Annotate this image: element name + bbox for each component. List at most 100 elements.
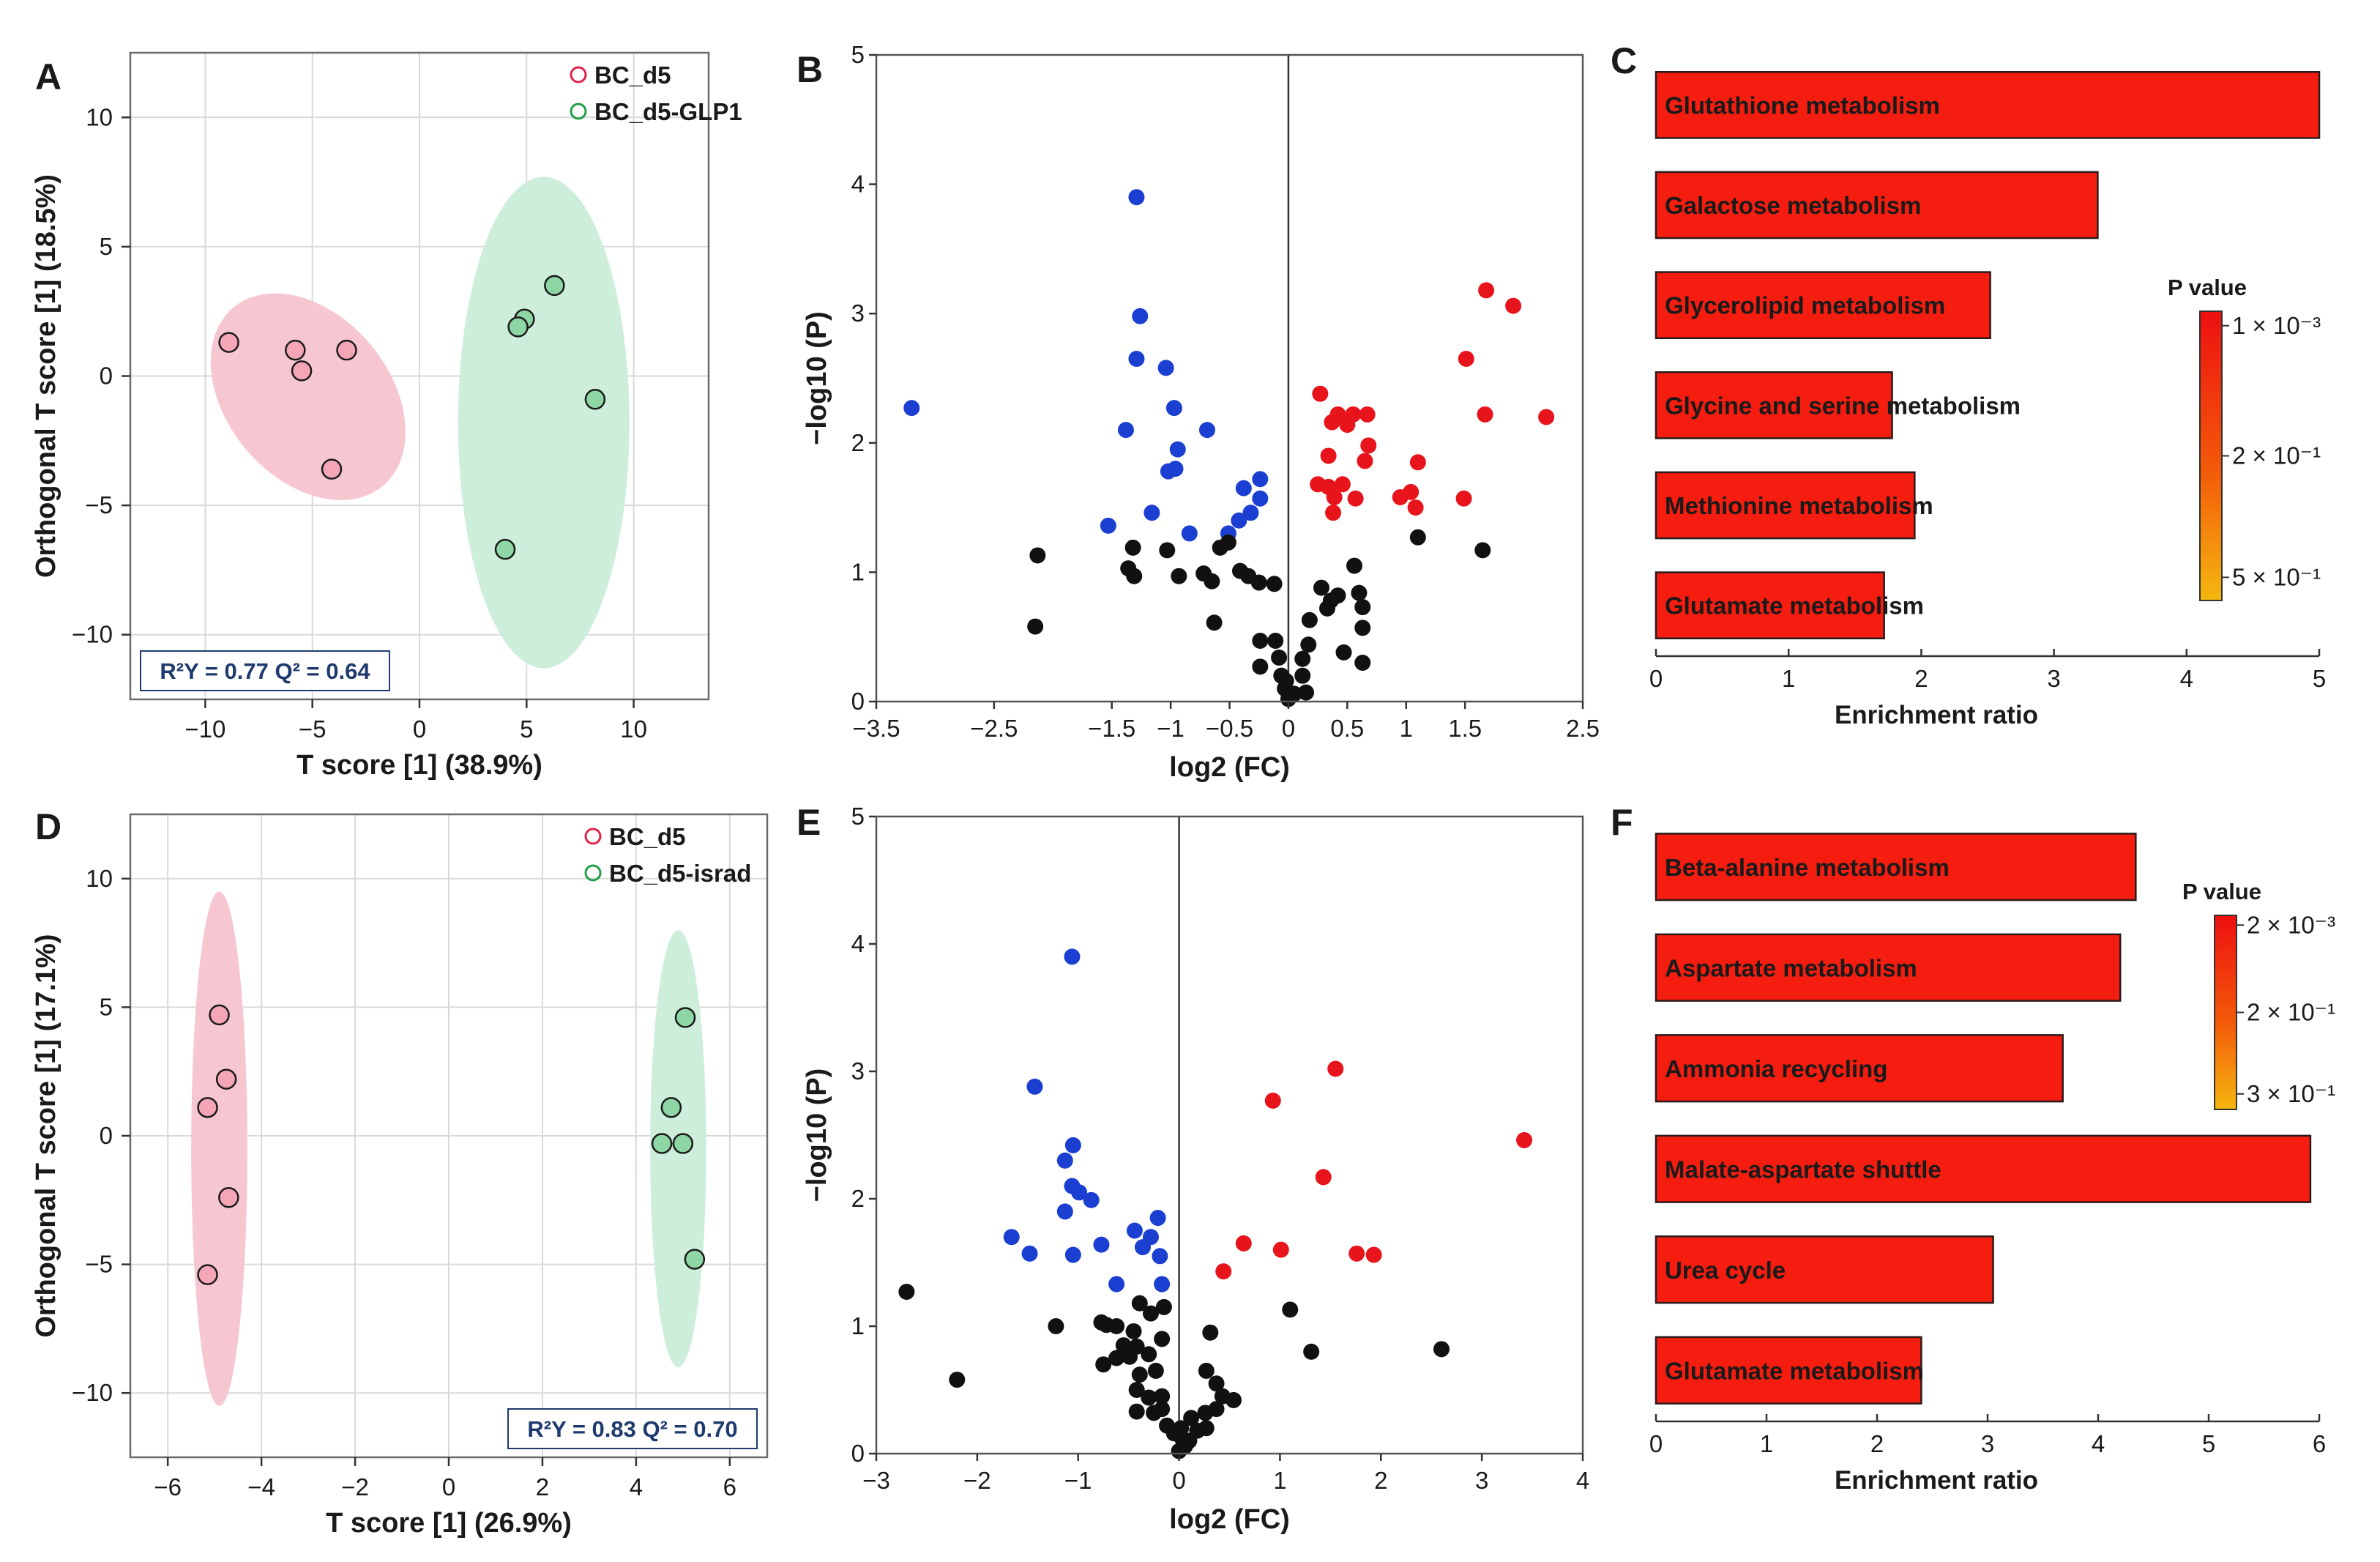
metabolite-point-ns (1303, 1343, 1320, 1360)
metabolite-point-up (1409, 454, 1426, 471)
legend-marker-1 (570, 66, 587, 83)
metabolite-point-down (1108, 1276, 1125, 1293)
x-tick-label: −5 (299, 715, 327, 743)
pathway-label: Glycine and serine metabolism (1665, 392, 2021, 419)
metabolite-point-down (1132, 308, 1149, 324)
x-tick-label: 10 (620, 715, 647, 743)
score-point-group-2 (672, 1133, 694, 1154)
legend-marker-2 (570, 103, 587, 120)
metabolite-point-down (1064, 948, 1081, 965)
legend-label-1: BC_d5 (609, 823, 686, 850)
metabolite-point-ns (1131, 1295, 1148, 1312)
x-tick-label: −2 (341, 1473, 369, 1500)
metabolite-point-ns (1131, 1366, 1148, 1383)
pathway-label: Glycerolipid metabolism (1665, 292, 1945, 319)
metabolite-point-up (1312, 385, 1329, 402)
metabolite-point-down (1064, 1137, 1081, 1153)
metabolite-point-ns (1226, 1391, 1242, 1408)
metabolite-point-ns (1252, 658, 1269, 675)
confidence-ellipse-1 (210, 293, 406, 500)
metabolite-point-down (1165, 400, 1182, 417)
pathway-label: Beta-alanine metabolism (1665, 854, 1950, 881)
score-point-group-1 (215, 1068, 237, 1090)
y-tick-label: 4 (851, 171, 865, 198)
metabolite-point-up (1357, 453, 1373, 469)
metabolite-point-ns (1108, 1350, 1125, 1366)
model-stats-text: R²Y = 0.77 Q² = 0.64 (160, 658, 370, 684)
metabolite-point-down (1026, 1078, 1043, 1095)
panel-letter-e: E (797, 802, 821, 843)
x-tick-label: 2 (1914, 665, 1928, 692)
colorbar-tick-label: 3 × 10⁻¹ (2247, 1080, 2335, 1107)
legend-label-2: BC_d5-israd (609, 860, 751, 887)
colorbar-tick-label: 2 × 10⁻¹ (2232, 442, 2321, 469)
pathway-label: Glutamate metabolism (1665, 1357, 1924, 1384)
y-tick-label: −5 (85, 1251, 113, 1278)
x-tick-label: 3 (2047, 665, 2060, 692)
metabolite-point-down (1093, 1236, 1110, 1253)
pathway-label: Urea cycle (1665, 1257, 1786, 1284)
metabolite-point-ns (1147, 1362, 1164, 1379)
x-tick-label: 1.5 (1448, 715, 1482, 742)
model-stats-box (140, 650, 390, 691)
score-point-group-2 (584, 389, 606, 410)
score-point-group-2 (684, 1249, 706, 1270)
colorbar (2214, 915, 2237, 1110)
metabolite-point-down (1056, 1152, 1073, 1169)
metabolite-point-down (1126, 1222, 1143, 1239)
metabolite-point-down (1252, 471, 1269, 488)
metabolite-point-down (1235, 480, 1252, 497)
score-point-group-1 (336, 339, 357, 361)
metabolite-point-ns (1027, 618, 1044, 635)
score-plot-d: −6 −4 −2 0 2 4 6 −10 −5 0 5 10 T score [1] (26.9%) Or… (31, 813, 769, 1539)
x-tick-label: 0 (1649, 1430, 1663, 1457)
colorbar-title: P value (2168, 275, 2247, 300)
enrichment-bar (1655, 271, 1991, 340)
x-tick-label: −4 (247, 1473, 275, 1500)
metabolite-point-up (1272, 1241, 1289, 1258)
metabolite-point-ns (1204, 573, 1220, 590)
score-point-group-1 (285, 339, 306, 361)
metabolite-point-down (1152, 1248, 1168, 1265)
confidence-ellipse-1 (191, 891, 247, 1406)
metabolite-point-ns (1282, 1301, 1299, 1318)
x-tick-label: 2 (536, 1473, 549, 1500)
metabolite-point-ns (1141, 1346, 1157, 1363)
metabolite-point-ns (1298, 684, 1315, 701)
legend-marker-2 (584, 864, 602, 882)
x-tick-label: 0 (1172, 1467, 1185, 1494)
enrichment-bar (1655, 933, 2122, 1002)
metabolite-point-up (1360, 437, 1377, 454)
score-point-group-2 (494, 538, 516, 560)
metabolite-point-down (1231, 512, 1247, 529)
metabolite-point-ns (1354, 599, 1371, 616)
metabolite-point-up (1327, 1060, 1344, 1077)
x-axis-title: log2 (FC) (1169, 1504, 1290, 1535)
x-tick-label: 4 (1576, 1467, 1589, 1494)
metabolite-point-ns (1301, 611, 1318, 628)
x-tick-label: −1.5 (1088, 715, 1135, 742)
score-point-group-1 (218, 332, 239, 353)
panel-letter-a: A (35, 56, 61, 97)
metabolite-point-down (1149, 1210, 1166, 1227)
panel-letter-f: F (1611, 802, 1633, 843)
pathway-label: Methionine metabolism (1665, 492, 1933, 519)
x-tick-label: 1 (1760, 1430, 1773, 1457)
x-tick-label: −1 (1157, 715, 1185, 742)
legend-label-1: BC_d5 (594, 62, 671, 89)
metabolite-point-down (1071, 1184, 1088, 1201)
x-tick-label: 6 (2313, 1430, 2326, 1457)
pathway-label: Malate-aspartate shuttle (1665, 1156, 1941, 1183)
y-tick-label: 0 (100, 362, 113, 390)
colorbar-title: P value (2182, 879, 2261, 904)
panel-letter-b: B (797, 49, 823, 90)
metabolite-point-ns (1108, 1318, 1125, 1334)
x-axis-title: T score [1] (26.9%) (326, 1508, 572, 1539)
enrichment-chart-f: Beta-alanine metabolism Aspartate metabol… (1649, 833, 2335, 1495)
x-tick-label: 0.5 (1330, 715, 1364, 742)
metabolite-point-up (1538, 409, 1555, 425)
volcano-plot-e: −3 −2 −1 0 1 2 3 4 0 1 2 3 4 5 log2 (FC) −log10 (P) (802, 803, 1589, 1535)
metabolite-point-up (1516, 1131, 1533, 1148)
metabolite-point-up (1324, 414, 1340, 431)
